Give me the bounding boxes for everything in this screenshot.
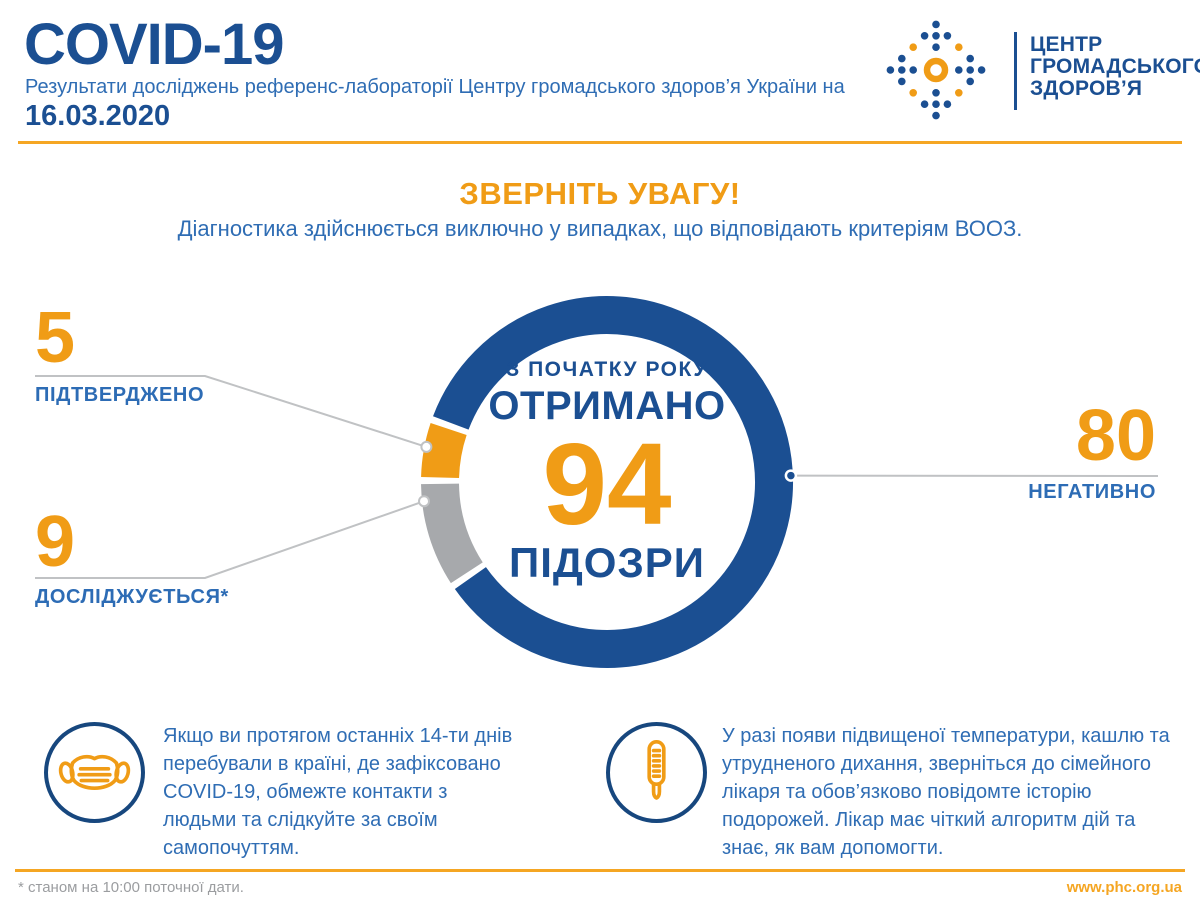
donut-total-value: 94 <box>542 419 672 549</box>
phc-dots-logo-icon <box>886 20 986 120</box>
report-date: 16.03.2020 <box>25 100 171 132</box>
logo-text-line: ЗДОРОВ’Я <box>1030 77 1143 100</box>
suspicions-donut-chart <box>35 296 1159 668</box>
page-subtitle: Результати досліджень референс-лаборатор… <box>25 76 845 98</box>
confirmed-value: 5 <box>35 298 76 378</box>
notice-title: ЗВЕРНІТЬ УВАГУ! <box>459 176 741 211</box>
thermometer-icon <box>647 740 666 800</box>
investigated-label: ДОСЛІДЖУЄТЬСЯ* <box>35 586 229 608</box>
footer-note: * станом на 10:00 поточної дати. <box>18 879 244 896</box>
logo-divider <box>1014 32 1017 110</box>
confirmed-label: ПІДТВЕРДЖЕНО <box>35 384 205 406</box>
negative-value: 80 <box>1075 396 1156 476</box>
logo-text: ЦЕНТР ГРОМАДСЬКОГО ЗДОРОВ’Я <box>1030 34 1200 100</box>
mask-icon <box>58 754 131 791</box>
phc-logo: ЦЕНТР ГРОМАДСЬКОГО ЗДОРОВ’Я <box>880 12 1200 132</box>
donut-center-line2: ОТРИМАНО <box>488 384 726 428</box>
negative-label: НЕГАТИВНО <box>1028 481 1156 503</box>
tip-text-symptoms: У разі появи підвищеної температури, каш… <box>722 725 1170 859</box>
mask-icon-circle <box>44 722 145 823</box>
logo-text-line: ЦЕНТР <box>1030 33 1103 56</box>
page-title: COVID-19 <box>24 12 285 77</box>
logo-text-line: ГРОМАДСЬКОГО <box>1030 55 1200 78</box>
footer-rule <box>15 869 1185 872</box>
header-rule <box>18 141 1182 144</box>
notice-text: Діагностика здійснюється виключно у випа… <box>177 216 1023 241</box>
donut-center-label: З ПОЧАТКУ РОКУ ОТРИМАНО 94 ПІДОЗРИ <box>447 358 767 587</box>
thermometer-icon-circle <box>606 722 707 823</box>
donut-total-label: ПІДОЗРИ <box>509 539 705 587</box>
tip-text-travel: Якщо ви протягом останніх 14-ти днів пер… <box>163 725 513 859</box>
donut-center-line1: З ПОЧАТКУ РОКУ <box>506 358 708 381</box>
website-link[interactable]: www.phc.org.ua <box>1066 879 1182 896</box>
investigated-value: 9 <box>35 502 76 582</box>
